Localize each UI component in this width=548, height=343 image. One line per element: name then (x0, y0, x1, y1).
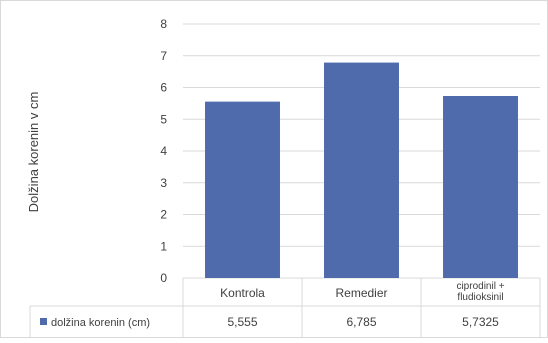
bar-0 (205, 101, 280, 278)
y-tick-label: 2 (160, 208, 167, 222)
legend-swatch (40, 318, 47, 325)
y-tick-label: 4 (160, 144, 167, 158)
y-tick-label: 6 (160, 81, 167, 95)
bar-1 (324, 62, 399, 278)
y-axis-label: Dolžina korenin v cm (26, 92, 41, 213)
x-tick-label: ciprodinil + (456, 281, 504, 292)
y-tick-label: 7 (160, 49, 167, 63)
y-tick-labels: 0 1 2 3 4 5 6 7 8 (160, 17, 167, 285)
y-tick-label: 0 (160, 271, 167, 285)
y-tick-label: 5 (160, 112, 167, 126)
x-tick-label: fludioksinil (457, 292, 503, 303)
x-tick-label: Remedier (335, 286, 387, 300)
bars (205, 62, 518, 278)
y-tick-label: 8 (160, 17, 167, 31)
y-tick-label: 1 (160, 239, 167, 253)
y-tick-label: 3 (160, 176, 167, 190)
bar-2 (443, 95, 518, 278)
table-value: 6,785 (346, 315, 376, 329)
x-tick-label: Kontrola (220, 286, 265, 300)
legend-series-name: dolžina korenin (cm) (51, 317, 150, 329)
table-value: 5,7325 (462, 315, 499, 329)
table-value: 5,555 (227, 315, 257, 329)
